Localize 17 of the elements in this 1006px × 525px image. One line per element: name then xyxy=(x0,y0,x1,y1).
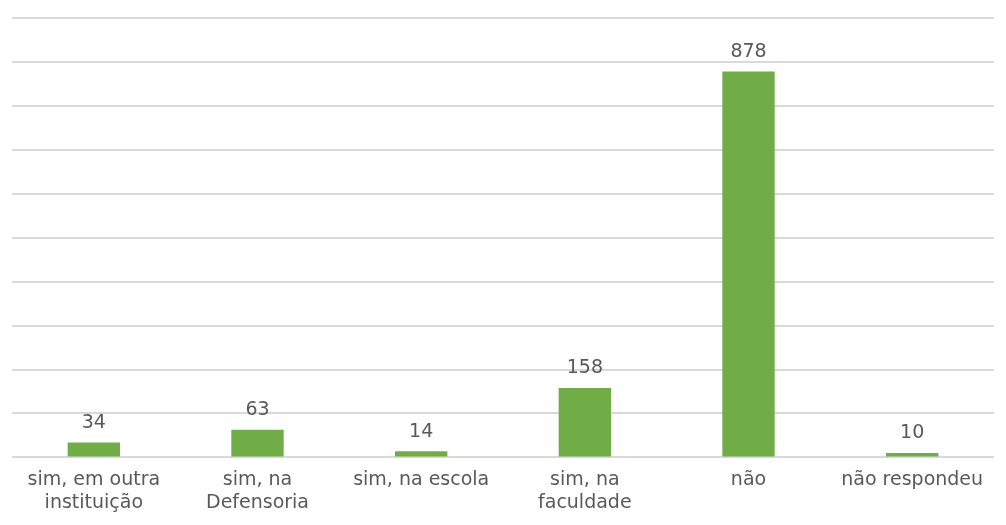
bar xyxy=(67,442,121,457)
x-tick-label: sim, na Defensoria xyxy=(206,466,309,512)
x-tick-label: não xyxy=(730,466,767,489)
bar xyxy=(558,387,612,457)
x-tick-label: sim, em outra instituição xyxy=(27,466,161,512)
data-label: 34 xyxy=(81,409,106,432)
x-tick-label: não respondeu xyxy=(841,466,984,489)
x-tick-label: sim, na escola xyxy=(353,466,490,489)
bar xyxy=(722,71,775,457)
data-label: 158 xyxy=(566,355,603,378)
data-label: 878 xyxy=(730,39,767,62)
bar xyxy=(394,451,448,457)
data-label: 63 xyxy=(245,397,270,420)
bar xyxy=(231,429,284,457)
x-tick-label: sim, na faculdade xyxy=(538,466,632,512)
data-label: 10 xyxy=(900,420,925,443)
data-label: 14 xyxy=(409,418,434,441)
